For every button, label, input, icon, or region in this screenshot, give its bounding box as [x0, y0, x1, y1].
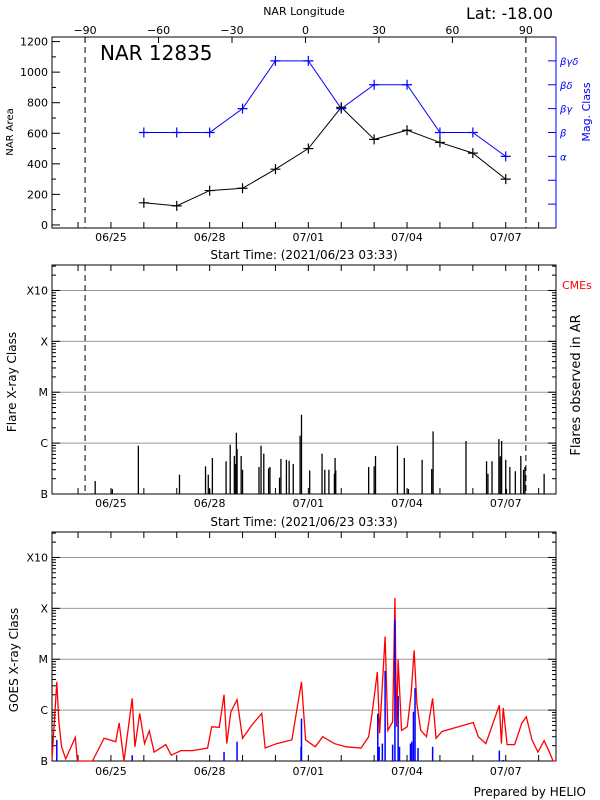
date-tick-label: 06/25 — [95, 497, 127, 510]
date-tick-label: 07/07 — [490, 497, 522, 510]
mag-tick-label: βδ — [559, 81, 573, 92]
date-tick-label: 07/07 — [490, 231, 522, 244]
panel1-xlabel: Start Time: (2021/06/23 03:33) — [210, 248, 397, 262]
date-tick-label: 07/04 — [391, 231, 423, 244]
date-tick-label: 06/28 — [194, 231, 226, 244]
area-tick-label: 400 — [27, 158, 48, 171]
flares-in-ar-axis-label: Flares observed in AR — [569, 314, 584, 455]
nar-area-point — [138, 197, 149, 208]
mag-class-point — [237, 103, 248, 114]
nar-area-point — [204, 185, 215, 196]
date-tick-label: 06/25 — [95, 765, 127, 778]
cme-legend-label: CMEs — [562, 279, 592, 292]
area-tick-label: 800 — [27, 97, 48, 110]
class-tick-label: C — [40, 704, 48, 717]
flare-class-axis-label: Flare X-ray Class — [5, 332, 19, 432]
date-tick-label: 07/01 — [292, 231, 324, 244]
prepared-by-footer: Prepared by HELIO — [474, 785, 586, 799]
mag-class-point — [500, 151, 511, 162]
longitude-tick-label: 90 — [519, 24, 533, 37]
panel2-frame — [51, 264, 557, 495]
date-tick-label: 07/01 — [292, 765, 324, 778]
class-tick-label: B — [40, 755, 48, 768]
longitude-tick-label: 0 — [302, 24, 309, 37]
mag-class-point — [467, 127, 478, 138]
mag-class-point — [138, 127, 149, 138]
nar-area-point — [270, 164, 281, 175]
area-tick-label: 1200 — [20, 36, 48, 49]
class-tick-label: C — [40, 437, 48, 450]
class-tick-label: X — [40, 602, 48, 615]
class-tick-label: X10 — [26, 551, 48, 564]
longitude-tick-label: −90 — [73, 24, 96, 37]
mag-tick-label: β — [559, 129, 567, 140]
mag-class-point — [171, 127, 182, 138]
nar-area-point — [369, 134, 380, 145]
panel1-frame — [51, 36, 556, 229]
date-tick-label: 07/01 — [292, 497, 324, 510]
longitude-axis-title: NAR Longitude — [263, 5, 345, 18]
date-tick-label: 07/07 — [490, 765, 522, 778]
goes-flux-line — [51, 597, 556, 762]
class-tick-label: X10 — [26, 284, 48, 297]
goes-class-axis-label: GOES X-ray Class — [7, 608, 21, 712]
nar-area-point — [237, 183, 248, 194]
mag-class-axis-label: Mag. Class — [580, 82, 593, 141]
panel3-frame — [51, 531, 557, 762]
mag-class-point — [303, 55, 314, 66]
nar-area-point — [434, 137, 445, 148]
nar-title: NAR 12835 — [100, 41, 213, 65]
longitude-tick-label: −60 — [147, 24, 170, 37]
class-tick-label: M — [39, 653, 49, 666]
area-tick-label: 1000 — [20, 66, 48, 79]
longitude-tick-label: −30 — [220, 24, 243, 37]
longitude-tick-label: 30 — [372, 24, 386, 37]
mag-class-point — [402, 79, 413, 90]
mag-class-point — [204, 127, 215, 138]
area-tick-label: 600 — [27, 127, 48, 140]
date-tick-label: 07/04 — [391, 497, 423, 510]
nar-area-axis-label: NAR Area — [5, 108, 16, 155]
date-tick-label: 06/28 — [194, 765, 226, 778]
class-tick-label: M — [39, 386, 49, 399]
area-tick-label: 200 — [27, 188, 48, 201]
nar-area-point — [500, 174, 511, 185]
date-tick-label: 06/28 — [194, 497, 226, 510]
mag-class-line — [143, 60, 507, 157]
nar-area-point — [402, 125, 413, 136]
nar-area-point — [467, 148, 478, 159]
nar-area-point — [336, 102, 347, 113]
longitude-tick-label: 60 — [445, 24, 459, 37]
class-tick-label: X — [40, 335, 48, 348]
mag-tick-label: βγδ — [559, 57, 578, 68]
area-tick-label: 0 — [41, 219, 48, 232]
mag-class-point — [270, 55, 281, 66]
class-tick-label: B — [40, 488, 48, 501]
mag-tick-label: βγ — [559, 105, 573, 116]
mag-class-point — [434, 127, 445, 138]
mag-tick-label: α — [560, 152, 567, 163]
date-tick-label: 07/04 — [391, 765, 423, 778]
panel2-xlabel: Start Time: (2021/06/23 03:33) — [210, 515, 397, 529]
date-tick-label: 06/25 — [95, 231, 127, 244]
nar-area-point — [171, 200, 182, 211]
nar-area-point — [303, 143, 314, 154]
latitude-readout: Lat: -18.00 — [466, 4, 553, 23]
mag-class-point — [369, 79, 380, 90]
nar-area-line — [143, 106, 507, 207]
